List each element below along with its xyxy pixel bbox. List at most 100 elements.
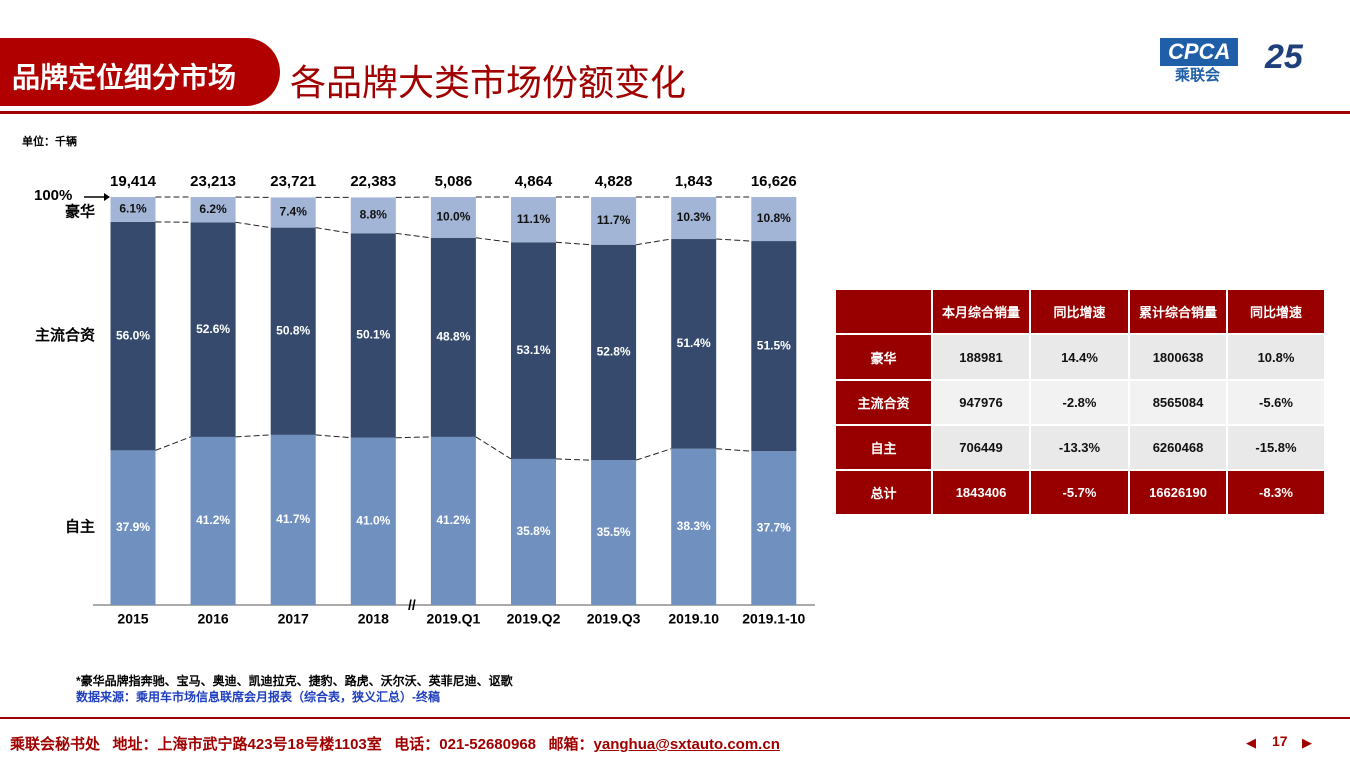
logo: CPCA [1160,38,1239,66]
data-label: 50.8% [276,323,310,337]
connector [235,221,271,229]
data-label: 52.6% [196,322,230,336]
total-label: 19,414 [110,173,157,190]
table-cell: 10.8% [1227,334,1325,380]
table-header: 同比增速 [1227,289,1325,334]
connector [395,232,431,239]
total-label: 4,864 [515,173,553,190]
data-label: 7.4% [280,205,308,219]
x-tick-label: 2015 [117,611,148,627]
bar-segment [430,197,476,238]
header-rule [0,111,1350,114]
bar-segment [430,237,476,437]
chart: // 2015 19,414 37.9% 56.0% 6.1% 2016 23,213 41.… [34,173,815,627]
next-page[interactable]: ▶ [1302,735,1312,750]
note: *豪华品牌指奔驰、宝马、奥迪、凯迪拉克、捷豹、路虎、沃尔沃、英菲尼迪、讴歌 [76,674,513,688]
connector [155,436,191,451]
table-cell: -15.8% [1227,425,1325,470]
data-label: 11.1% [517,212,551,226]
table-cell: 1800638 [1129,334,1227,380]
data-label: 52.8% [597,345,631,359]
bar-segment [671,197,717,240]
table-cell: 14.4% [1030,334,1129,380]
page-number: 17 [1272,733,1288,749]
connector [555,241,592,246]
prev-page[interactable]: ◀ [1246,735,1256,750]
total-label: 4,828 [595,173,633,190]
connector [475,436,512,460]
connector [235,434,271,438]
table-header: 累计综合销量 [1129,289,1227,334]
data-label: 50.1% [356,328,390,342]
connector [555,458,592,461]
bar-segment [511,197,556,243]
data-label: 41.7% [276,512,310,526]
table-cell: 16626190 [1129,470,1227,515]
table-row-header: 豪华 [835,334,932,380]
table-cell: 8565084 [1129,380,1227,425]
total-label: 23,213 [190,173,236,190]
connector [636,238,672,246]
bar-segment [350,233,396,438]
table-cell: 947976 [932,380,1030,425]
x-tick-label: 2019.1-10 [742,611,805,627]
table-cell: -5.6% [1227,380,1325,425]
bar-segment [591,244,637,461]
data-label: 8.8% [360,208,388,222]
table-cell: -8.3% [1227,470,1325,515]
footer-text: 乘联会秘书处 地址：上海市武宁路423号18号楼1103室 电话：021-526… [10,733,780,754]
data-label: 51.4% [677,336,711,350]
header-title: 各品牌大类市场份额变化 [290,62,687,103]
bar-segment [270,197,316,228]
bar-segment [430,436,476,605]
data-label: 38.3% [677,519,711,533]
footer-rule [0,717,1350,719]
data-label: 41.0% [356,514,390,528]
header-tag: 品牌定位细分市场 [12,62,237,93]
footer-address: 乘联会秘书处 地址：上海市武宁路423号18号楼1103室 电话：021-526… [10,736,594,753]
data-label: 6.1% [119,202,147,216]
legend-label: 自主 [65,518,95,536]
annotation: 100% [34,187,72,204]
bar-segment [751,241,797,452]
table-cell: -5.7% [1030,470,1129,515]
header-tag-bg [0,38,280,106]
data-label: 53.1% [516,343,550,357]
footer-email[interactable]: yanghua@sxtauto.com.cn [593,736,780,753]
x-tick-label: 2019.Q1 [427,611,481,627]
data-label: 10.0% [436,210,470,224]
bar-segment [511,458,556,605]
bar-segment [591,460,637,605]
data-label: 10.3% [677,210,711,224]
bar-segment [270,434,316,605]
table-row-header: 主流合资 [835,380,932,425]
data-label: 56.0% [116,328,150,342]
table-header: 同比增速 [1030,289,1129,334]
data-label: 35.8% [516,524,550,538]
bar-segment [671,239,717,449]
table-row-header: 总计 [835,470,932,515]
data-label: 35.5% [597,525,631,539]
bar-segment [190,436,236,605]
bar-segment [751,197,797,242]
table-corner [835,289,932,334]
data-label: 11.7% [597,213,631,227]
table-cell: 6260468 [1129,425,1227,470]
connector [716,448,752,452]
bar-segment [350,437,396,605]
data-label: 51.5% [757,338,791,352]
legend-label: 主流合资 [35,326,95,344]
connector [315,434,351,439]
table-header: 本月综合销量 [932,289,1030,334]
x-tick-label: 2019.10 [668,611,719,627]
data-label: 48.8% [436,330,470,344]
total-label: 1,843 [675,173,713,190]
bar-segment [110,450,156,605]
legend-label: 豪华 [65,202,95,220]
x-tick-label: 2018 [358,611,389,627]
x-tick-label: 2017 [278,611,309,627]
table-cell: -2.8% [1030,380,1129,425]
connector [395,436,431,439]
data-label: 41.2% [196,513,230,527]
